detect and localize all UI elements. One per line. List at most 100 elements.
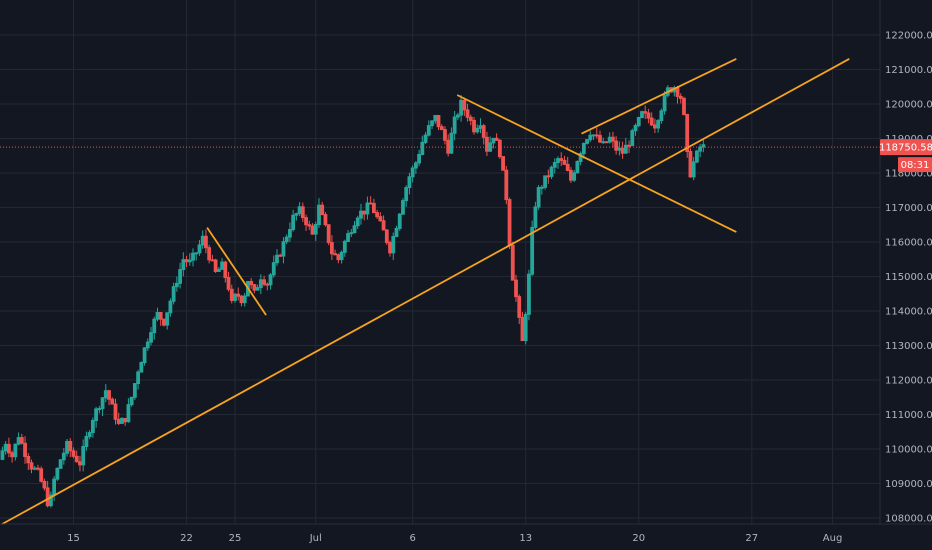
candle-body — [103, 390, 108, 399]
candle-body — [439, 126, 444, 131]
candle-body — [355, 217, 360, 227]
candle-body — [394, 227, 399, 238]
candle-body — [255, 287, 260, 291]
candle-body — [116, 418, 121, 424]
price-tick-label: 108000.00 — [885, 514, 932, 525]
candle-body — [501, 156, 505, 171]
candle-body — [184, 259, 189, 263]
candle-body — [436, 114, 441, 128]
last-price-label: 118750.58 — [879, 143, 932, 154]
price-tick-label: 120000.00 — [885, 100, 932, 111]
candle-body — [591, 134, 596, 137]
candle-body — [426, 125, 431, 136]
candle-body — [562, 159, 567, 165]
candle-body — [142, 347, 147, 364]
candle-body — [536, 187, 541, 208]
countdown-badge-bg — [898, 157, 932, 173]
candle-body — [61, 452, 66, 461]
horizontal-gridlines — [0, 34, 880, 519]
candle-body — [397, 213, 402, 229]
candle-body — [423, 134, 428, 143]
candle-body — [462, 99, 467, 111]
price-tick-label: 111000.00 — [885, 410, 932, 421]
candlestick-series — [0, 85, 706, 508]
candle-body — [656, 120, 661, 129]
candle-body — [488, 142, 493, 152]
candle-body — [485, 136, 489, 152]
candle-body — [210, 259, 215, 262]
candle-body — [614, 140, 619, 151]
candle-body — [475, 127, 480, 133]
time-tick-label: 15 — [67, 533, 80, 544]
candle-body — [465, 109, 470, 118]
trendline[interactable] — [581, 58, 737, 135]
candle-body — [74, 455, 79, 463]
candle-body — [507, 199, 512, 246]
candle-body — [342, 240, 347, 253]
candle-body — [365, 202, 370, 215]
candle-body — [569, 169, 573, 181]
candle-body — [598, 134, 602, 143]
candle-body — [433, 114, 438, 122]
candle-body — [539, 186, 544, 189]
candle-body — [459, 99, 464, 116]
candle-body — [682, 97, 686, 115]
candle-body — [304, 217, 308, 226]
candle-body — [178, 269, 182, 284]
candle-body — [197, 244, 202, 254]
candle-body — [543, 175, 547, 188]
candle-body — [575, 161, 580, 174]
candle-body — [497, 139, 502, 158]
price-tick-label: 113000.00 — [885, 341, 932, 352]
candle-body — [10, 452, 15, 458]
trendlines — [1, 58, 850, 525]
candle-body — [132, 383, 137, 398]
candle-body — [430, 120, 434, 127]
candle-body — [391, 236, 396, 254]
trendline[interactable] — [1, 58, 850, 525]
candle-body — [333, 253, 338, 256]
candle-body — [158, 312, 163, 320]
candle-body — [636, 116, 641, 127]
candle-body — [678, 95, 683, 99]
candle-body — [97, 408, 102, 411]
candle-body — [81, 446, 86, 466]
candle-body — [126, 404, 131, 423]
candle-body — [317, 204, 321, 226]
candle-body — [346, 233, 350, 242]
candle-body — [239, 295, 244, 304]
candle-body — [16, 437, 21, 445]
candle-body — [194, 252, 199, 255]
candle-body — [220, 261, 224, 270]
price-axis[interactable] — [880, 0, 932, 524]
candle-body — [249, 280, 254, 286]
candle-body — [320, 204, 325, 216]
candle-body — [530, 226, 535, 275]
candle-body — [404, 187, 409, 202]
trendline[interactable] — [206, 227, 267, 316]
last-price-badge: 118750.58 08:31 — [879, 139, 932, 173]
candle-body — [452, 116, 457, 134]
candle-body — [145, 341, 150, 349]
candle-body — [413, 162, 418, 169]
time-tick-label: Jul — [309, 533, 322, 544]
candle-body — [78, 461, 82, 466]
candle-body — [149, 332, 153, 343]
candle-body — [39, 468, 44, 482]
candle-body — [604, 141, 609, 144]
candle-body — [630, 130, 635, 147]
candle-body — [113, 403, 118, 420]
candle-body — [90, 420, 95, 434]
candle-body — [65, 440, 69, 454]
candle-body — [252, 284, 257, 291]
candle-body — [381, 220, 386, 231]
candle-body — [58, 459, 63, 469]
price-axis-labels: 108000.00 109000.00 110000.00 111000.00 1120… — [885, 31, 932, 525]
trendline[interactable] — [456, 94, 737, 233]
candle-body — [291, 214, 296, 231]
candle-body — [294, 213, 299, 216]
candle-body — [281, 241, 286, 257]
candle-body — [168, 300, 173, 314]
candle-body — [284, 236, 289, 243]
